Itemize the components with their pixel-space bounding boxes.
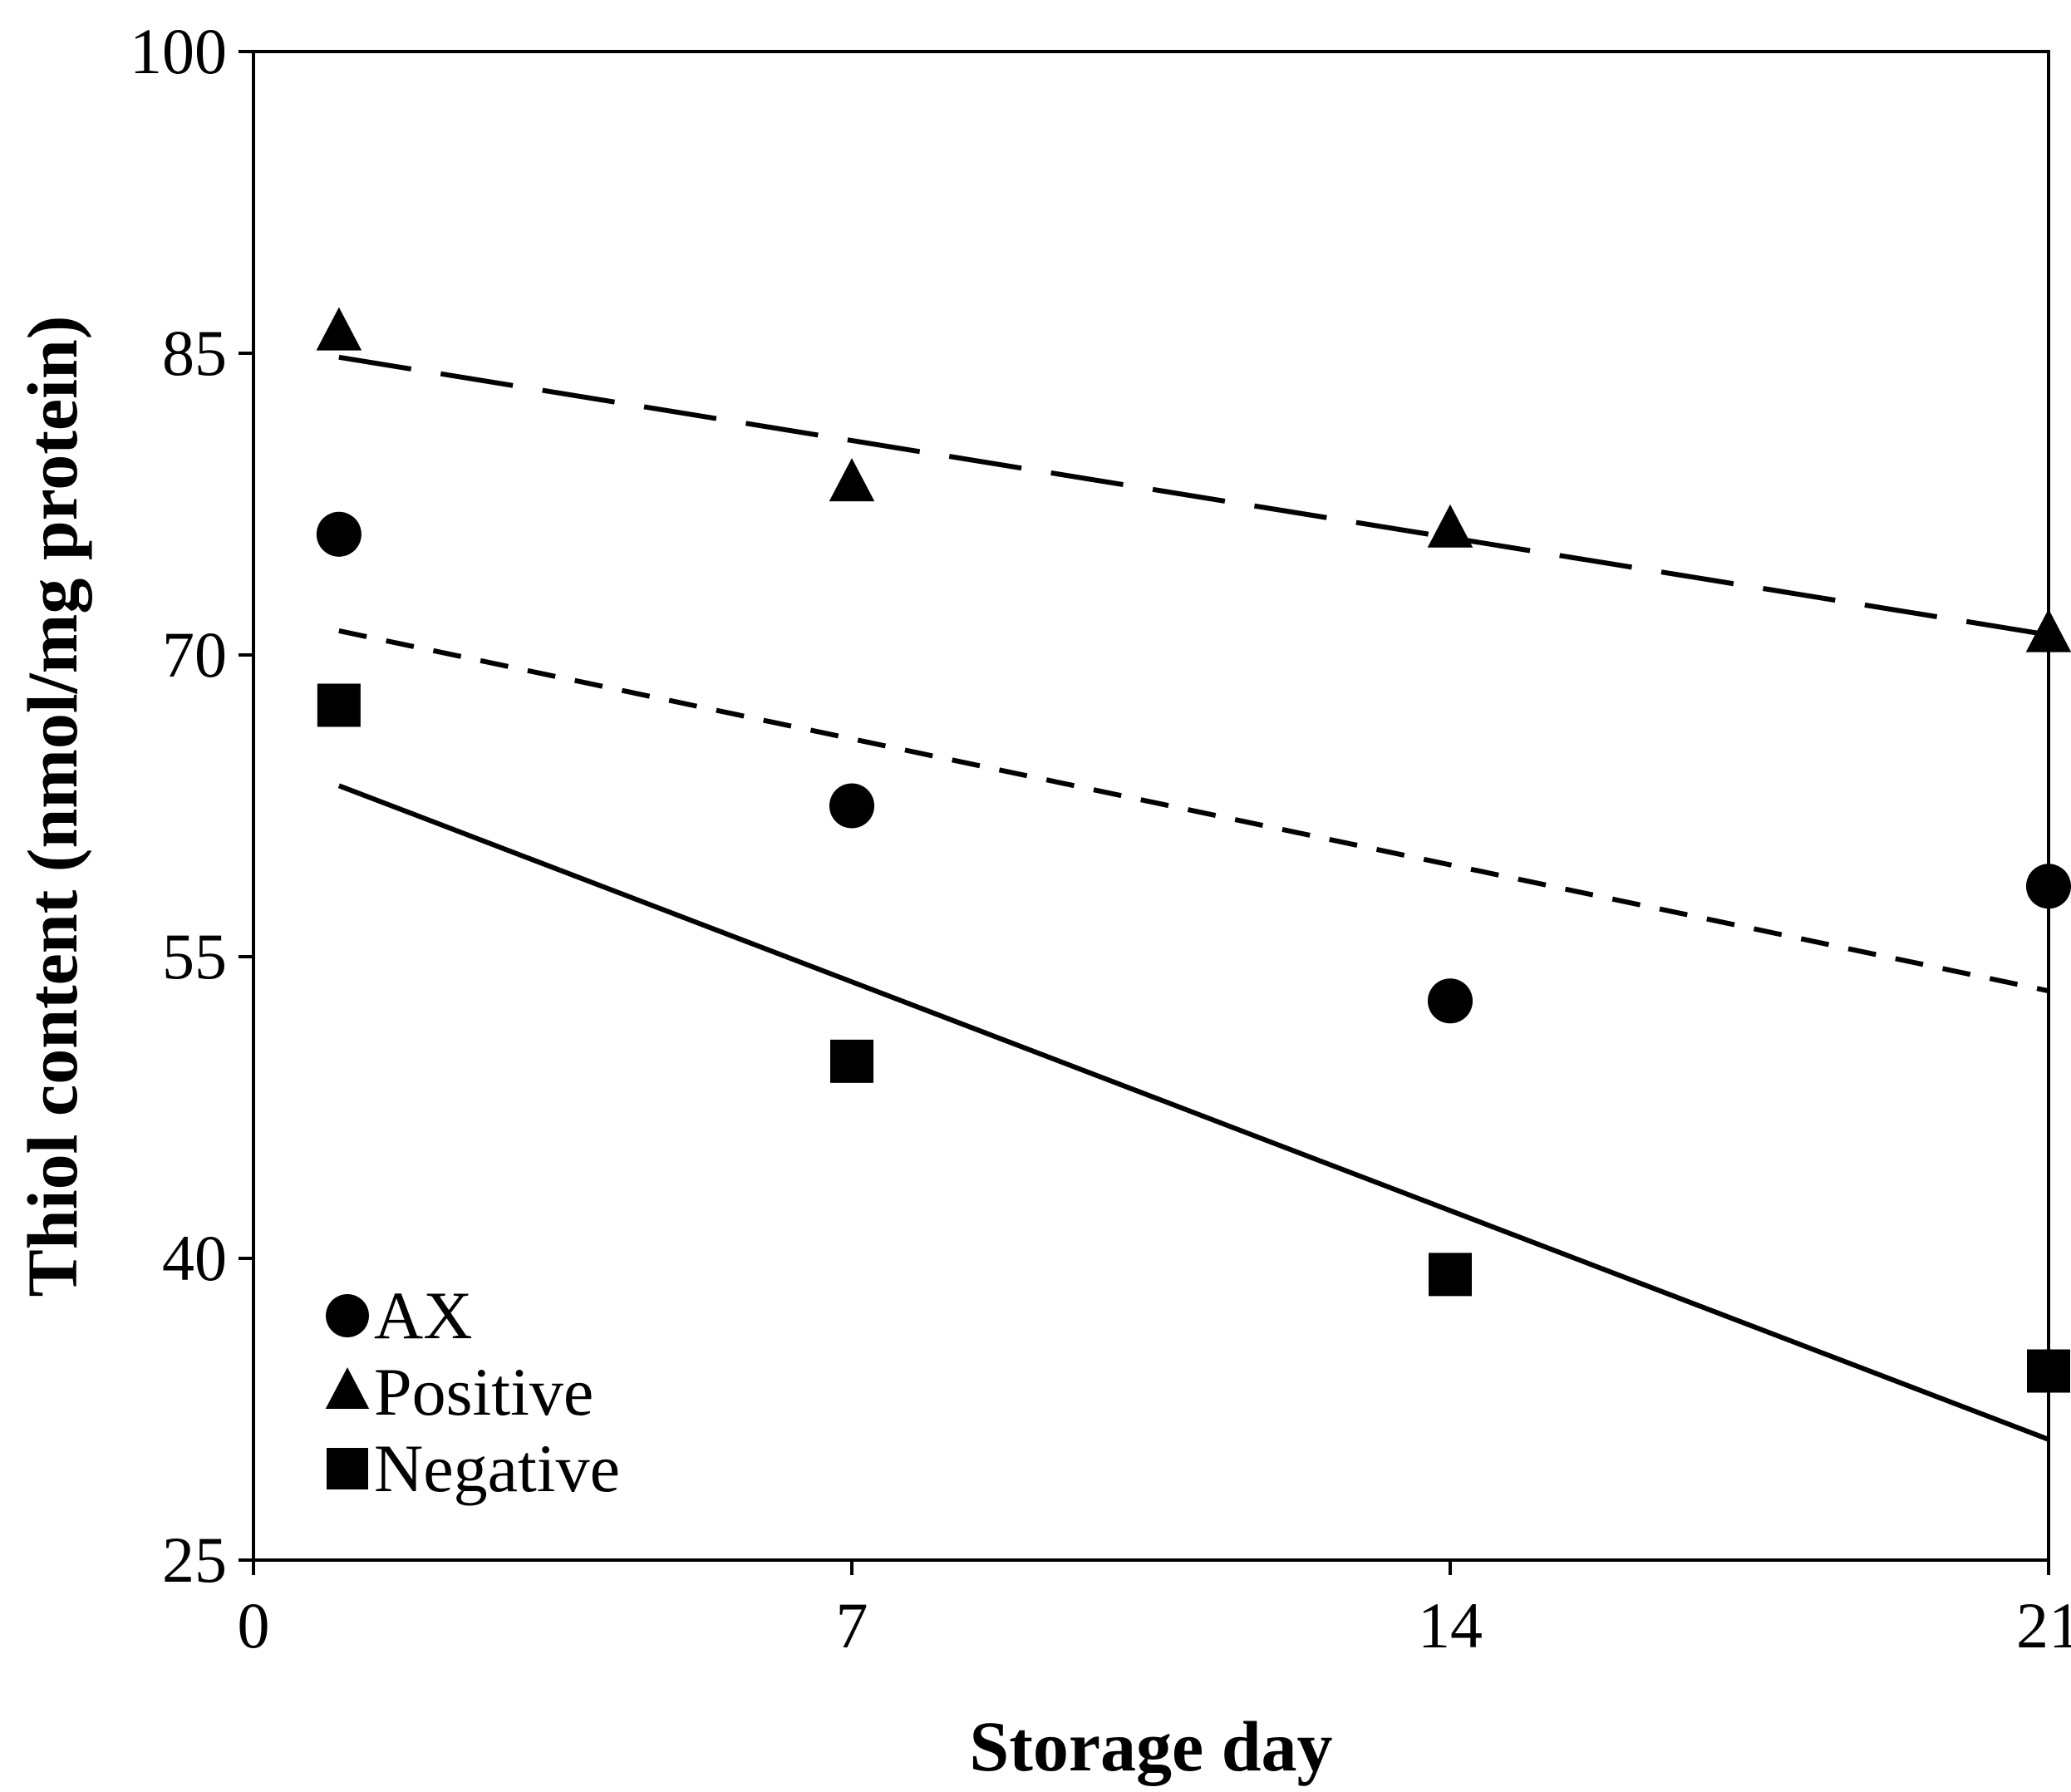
point-ax xyxy=(316,511,362,557)
trend-line-positive xyxy=(338,354,2049,638)
legend-marker-ax xyxy=(326,1294,369,1337)
x-tick-label: 0 xyxy=(238,1589,270,1662)
point-negative xyxy=(1429,1253,1472,1297)
legend-label-ax: AX xyxy=(374,1278,472,1353)
legend-markers xyxy=(325,1294,370,1489)
point-ax xyxy=(829,783,875,829)
point-negative xyxy=(830,1039,873,1083)
x-tick-label: 21 xyxy=(2016,1589,2071,1662)
point-negative xyxy=(2027,1349,2070,1393)
y-tick-label: 25 xyxy=(162,1524,227,1596)
legend-marker-positive xyxy=(325,1367,370,1409)
y-tick-label: 55 xyxy=(162,920,227,992)
point-positive xyxy=(1427,504,1473,548)
trend-line-negative xyxy=(337,783,2050,1442)
point-positive xyxy=(829,458,875,502)
x-tick-label: 14 xyxy=(1418,1589,1483,1662)
legend-label-negative: Negative xyxy=(374,1430,620,1506)
y-tick-label: 40 xyxy=(162,1222,227,1294)
x-tick-label: 7 xyxy=(836,1589,868,1662)
data-points xyxy=(316,307,2071,1393)
legend-label-positive: Positive xyxy=(374,1354,593,1430)
point-positive xyxy=(2025,608,2071,652)
point-ax xyxy=(1427,978,1473,1024)
y-axis-title: Thiol content (nmol/mg protein) xyxy=(12,316,92,1297)
trend-line-ax xyxy=(338,628,2049,994)
legend: AX Positive Negative xyxy=(325,1278,620,1506)
y-tick-label: 85 xyxy=(162,317,227,389)
x-axis-ticks: 0 7 14 21 xyxy=(238,1560,2071,1662)
y-axis-ticks: 25 40 55 70 85 100 xyxy=(130,15,253,1596)
y-tick-label: 100 xyxy=(130,15,227,87)
y-tick-label: 70 xyxy=(162,618,227,691)
point-negative xyxy=(317,683,361,727)
legend-marker-negative xyxy=(327,1448,368,1489)
plot-area-frame xyxy=(252,50,2050,1562)
x-axis-title: Storage day xyxy=(969,1706,1332,1786)
point-ax xyxy=(2025,864,2071,909)
trend-lines xyxy=(337,354,2050,1442)
point-positive xyxy=(316,307,362,351)
